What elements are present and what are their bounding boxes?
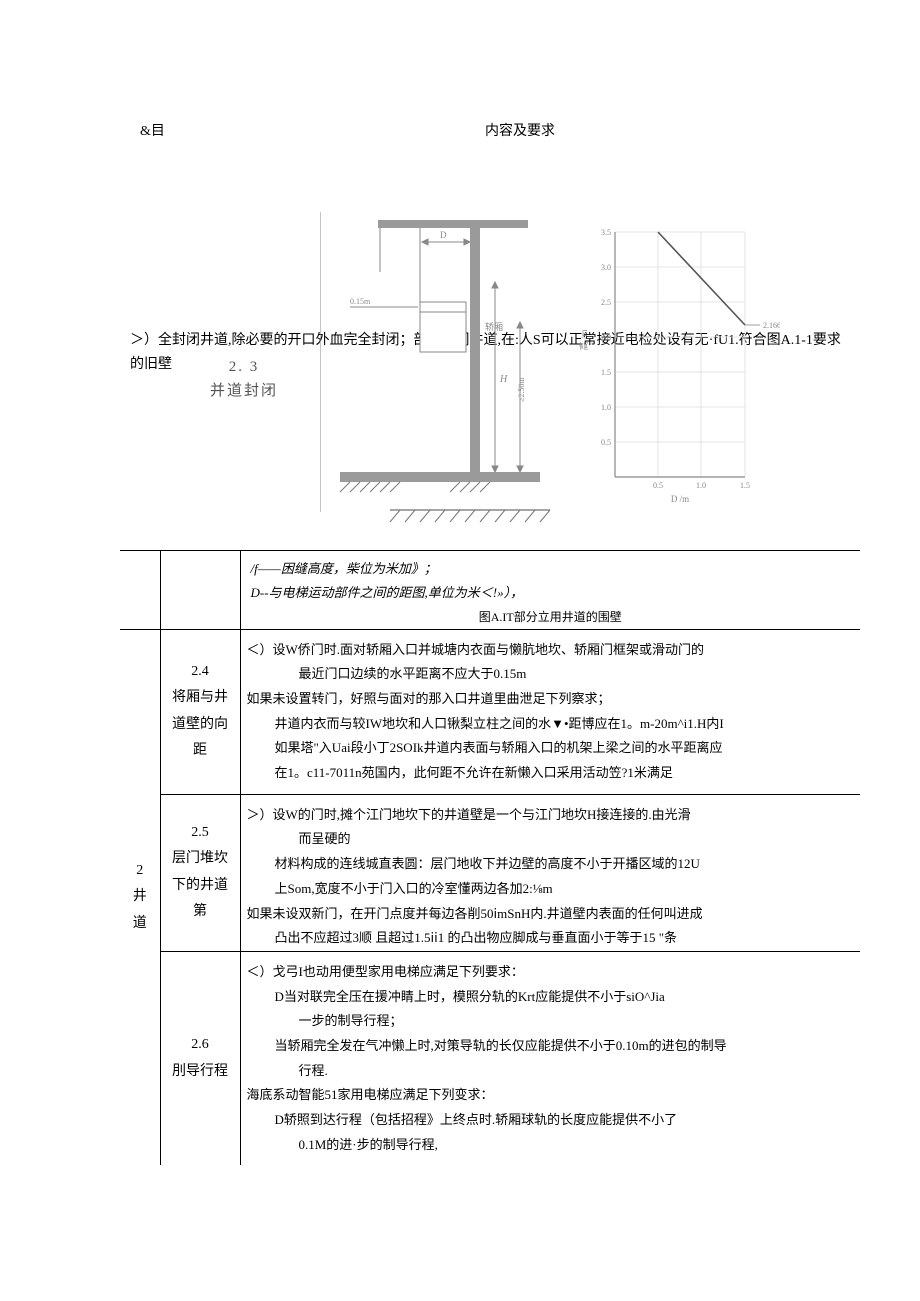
table-header: &目 内容及要求	[120, 120, 860, 140]
diagram-svg: D 轿厢 0.15m H	[320, 212, 780, 532]
svg-text:0.5: 0.5	[601, 438, 611, 447]
item-26-title: 刖导行程	[172, 1064, 228, 1079]
svg-text:0.15m: 0.15m	[350, 297, 371, 306]
content-25: ＞）设W的门时,摊个江门地坎下的井道壁是一个与江门地坎H接连接的.由光滑而呈硬的…	[240, 794, 860, 951]
svg-text:1.0: 1.0	[601, 403, 611, 412]
header-left: &目	[120, 120, 180, 140]
note-h: /f——困缝高度，柴位为米加》；	[251, 561, 437, 576]
row-2-6: 2.6 刖导行程 ＜）戈弓I也动用便型家用电梯应满足下列要求：D当对联完全压在援…	[120, 951, 860, 1165]
row-2-4: 2 井道 2.4 将厢与井道壁的向距 ＜）设W侨门时.面对轿厢入口并城塘内衣面与…	[120, 629, 860, 794]
content-24: ＜）设W侨门时.面对轿厢入口并城塘内衣面与懒肮地坎、轿厢门框架或滑动门的最近门口…	[240, 629, 860, 794]
item-25-num: 2.5	[191, 825, 209, 840]
diagram-caption: 图A.IT部分立用井道的围壁	[251, 606, 851, 629]
svg-text:轿厢: 轿厢	[485, 321, 503, 332]
svg-text:1.5: 1.5	[601, 368, 611, 377]
svg-text:≥2.50m: ≥2.50m	[517, 377, 526, 402]
svg-text:H: H	[499, 374, 508, 385]
svg-text:0.5: 0.5	[653, 481, 663, 490]
row-2-3-notes: /f——困缝高度，柴位为米加》； D--与电梯运动部件之间的距图,单位为米＜!»…	[120, 550, 860, 629]
svg-text:2.166: 2.166	[763, 321, 780, 330]
item-24-num: 2.4	[191, 664, 209, 679]
note-d: D--与电梯运动部件之间的距图,单位为米＜!»），	[251, 585, 524, 600]
svg-text:2.5: 2.5	[601, 298, 611, 307]
svg-text:2.0: 2.0	[601, 333, 611, 342]
content-table: ＞）全封闭井道,除必要的开口外血完全封闭；部分封闭井道,在:人S可以正常接近电检…	[120, 160, 860, 1165]
label-text: 并道封闭	[210, 383, 278, 399]
seq-num: 2	[136, 863, 143, 878]
diagram-2-3: D 轿厢 0.15m H	[320, 212, 780, 532]
label-num: 2. 3	[229, 359, 260, 375]
svg-text:D: D	[440, 230, 447, 240]
svg-text:1.0: 1.0	[696, 481, 706, 490]
seq-label: 井道	[133, 889, 147, 931]
item-25-title: 层门堆坎下的井道第	[172, 851, 228, 919]
item-26-num: 2.6	[191, 1037, 209, 1052]
svg-text:D /m: D /m	[671, 494, 689, 504]
header-right: 内容及要求	[180, 120, 860, 140]
svg-text:3.0: 3.0	[601, 263, 611, 272]
row-2-3: ＞）全封闭井道,除必要的开口外血完全封闭；部分封闭井道,在:人S可以正常接近电检…	[120, 160, 860, 550]
row-2-5: 2.5 层门堆坎下的井道第 ＞）设W的门时,摊个江门地坎下的井道壁是一个与江门地…	[120, 794, 860, 951]
section-23-label: 2. 3 并道封闭	[210, 355, 278, 403]
svg-text:3.5: 3.5	[601, 228, 611, 237]
svg-text:1.5: 1.5	[740, 481, 750, 490]
svg-text:高 /m: 高 /m	[578, 330, 589, 351]
content-26: ＜）戈弓I也动用便型家用电梯应满足下列要求：D当对联完全压在援冲睛上时，模照分轨…	[240, 951, 860, 1165]
item-24-title: 将厢与井道壁的向距	[172, 690, 228, 758]
